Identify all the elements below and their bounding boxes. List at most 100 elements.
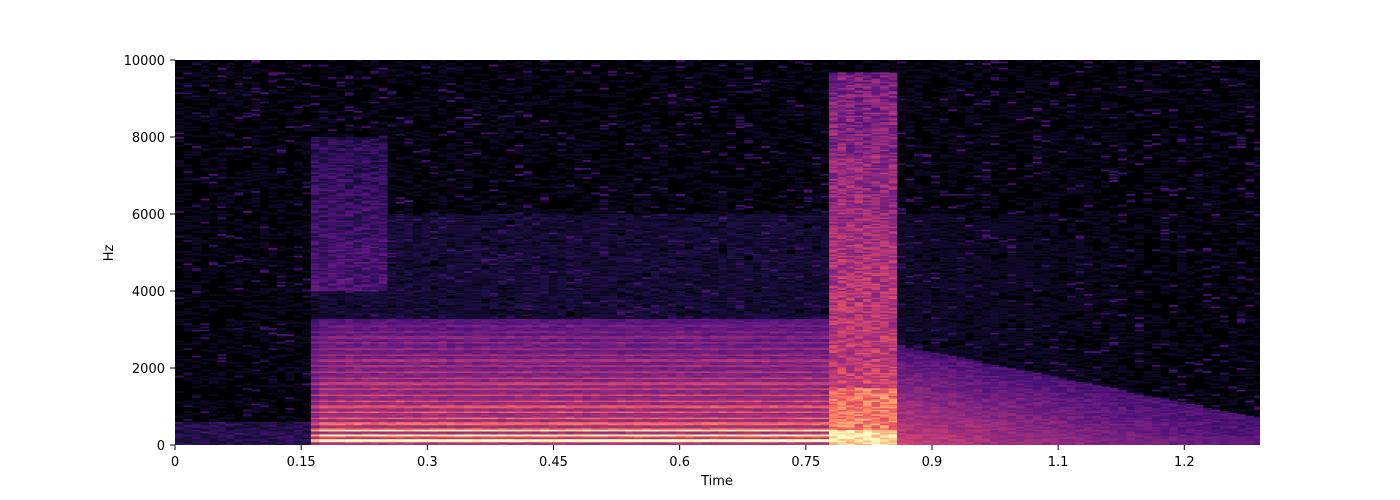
spectrogram-cell bbox=[327, 331, 337, 333]
spectrogram-cell bbox=[310, 129, 320, 132]
spectrogram-cell bbox=[344, 421, 354, 424]
spectrogram-cell bbox=[251, 351, 261, 353]
spectrogram-cell bbox=[183, 435, 193, 438]
spectrogram-cell bbox=[200, 240, 210, 243]
spectrogram-cell bbox=[225, 287, 235, 290]
spectrogram-cell bbox=[175, 163, 184, 166]
spectrogram-cell bbox=[438, 121, 448, 124]
spectrogram-cell bbox=[175, 369, 184, 372]
spectrogram-cell bbox=[370, 346, 380, 349]
spectrogram-cell bbox=[183, 115, 193, 118]
spectrogram-cell bbox=[208, 157, 218, 159]
spectrogram-cell bbox=[370, 300, 380, 303]
spectrogram-cell bbox=[234, 220, 244, 222]
spectrogram-cell bbox=[191, 434, 201, 437]
spectrogram-cell bbox=[175, 223, 184, 226]
spectrogram-cell bbox=[361, 115, 371, 118]
spectrogram-cell bbox=[175, 429, 184, 432]
spectrogram-cell bbox=[336, 140, 346, 142]
spectrogram-cell bbox=[353, 318, 363, 321]
spectrogram-cell bbox=[327, 421, 337, 424]
spectrogram-cell bbox=[361, 403, 371, 406]
spectrogram-cell bbox=[268, 421, 278, 424]
spectrogram-cell bbox=[353, 107, 363, 110]
spectrogram-cell bbox=[327, 358, 337, 361]
spectrogram-cell bbox=[183, 257, 193, 259]
spectrogram-cell bbox=[259, 218, 269, 221]
spectrogram-cell bbox=[361, 201, 371, 204]
spectrogram-cell bbox=[268, 332, 278, 335]
spectrogram-cell bbox=[251, 411, 261, 413]
spectrogram-cell bbox=[319, 388, 329, 390]
spectrogram-cell bbox=[208, 343, 218, 346]
spectrogram-cell bbox=[251, 323, 261, 326]
spectrogram-cell bbox=[183, 377, 193, 380]
spectrogram-cell bbox=[327, 280, 337, 283]
spectrogram-cell bbox=[183, 70, 193, 73]
spectrogram-cell bbox=[319, 141, 329, 144]
spectrogram-cell bbox=[353, 287, 363, 290]
spectrogram-cell bbox=[293, 164, 303, 167]
spectrogram-cell bbox=[336, 240, 346, 243]
spectrogram-cell bbox=[225, 320, 235, 323]
spectrogram-cell bbox=[310, 150, 320, 153]
spectrogram-cell bbox=[183, 418, 193, 421]
spectrogram-cell bbox=[242, 303, 252, 306]
spectrogram-cell bbox=[208, 203, 218, 206]
spectrogram-cell bbox=[438, 89, 448, 92]
spectrogram-cell bbox=[370, 408, 380, 410]
spectrogram-cell bbox=[370, 247, 380, 250]
spectrogram-cell bbox=[191, 281, 201, 284]
spectrogram-cell bbox=[361, 221, 371, 224]
spectrogram-cell bbox=[208, 269, 218, 272]
spectrogram-cell bbox=[370, 197, 380, 199]
spectrogram-cell bbox=[208, 272, 218, 275]
spectrogram-cell bbox=[378, 351, 388, 353]
spectrogram-cell bbox=[234, 341, 244, 344]
spectrogram-cell bbox=[242, 274, 252, 276]
spectrogram-cell bbox=[361, 297, 371, 299]
spectrogram-cell bbox=[268, 204, 278, 207]
spectrogram-cell bbox=[395, 274, 405, 276]
spectrogram-cell bbox=[225, 432, 235, 435]
spectrogram-cell bbox=[200, 421, 210, 424]
spectrogram-cell bbox=[225, 269, 235, 272]
spectrogram-cell bbox=[310, 204, 320, 207]
spectrogram-cell bbox=[310, 415, 320, 418]
spectrogram-cell bbox=[251, 423, 261, 426]
spectrogram-cell bbox=[344, 180, 354, 182]
spectrogram-cell bbox=[421, 255, 431, 258]
spectrogram-cell bbox=[293, 249, 303, 252]
spectrogram-cell bbox=[251, 334, 261, 336]
spectrogram-cell bbox=[336, 418, 346, 421]
spectrogram-cell bbox=[344, 321, 354, 324]
spectrogram-cell bbox=[336, 195, 346, 198]
spectrogram-cell bbox=[327, 317, 337, 320]
spectrogram-cell bbox=[344, 335, 354, 338]
spectrogram-cell bbox=[183, 372, 193, 375]
spectrogram-cell bbox=[344, 331, 354, 333]
spectrogram-cell bbox=[242, 412, 252, 415]
spectrogram-cell bbox=[319, 284, 329, 287]
spectrogram-cell bbox=[344, 432, 354, 435]
spectrogram-cell bbox=[327, 351, 337, 353]
spectrogram-cell bbox=[353, 391, 363, 393]
spectrogram-cell bbox=[208, 237, 218, 239]
spectrogram-cell bbox=[344, 327, 354, 330]
spectrogram-cell bbox=[336, 212, 346, 215]
spectrogram-cell bbox=[344, 198, 354, 201]
spectrogram-cell bbox=[293, 315, 303, 318]
spectrogram-cell bbox=[327, 383, 337, 386]
spectrogram-cell bbox=[200, 326, 210, 329]
spectrogram-cell bbox=[370, 229, 380, 232]
spectrogram-cell bbox=[370, 355, 380, 358]
spectrogram-cell bbox=[336, 66, 346, 68]
spectrogram-cell bbox=[310, 266, 320, 269]
spectrogram-cell bbox=[361, 184, 371, 187]
spectrogram-cell bbox=[208, 432, 218, 435]
spectrogram-cell bbox=[225, 112, 235, 115]
spectrogram-cell bbox=[285, 420, 295, 423]
spectrogram-cell bbox=[378, 428, 388, 430]
spectrogram-cell bbox=[234, 351, 244, 353]
spectrogram-cell bbox=[293, 126, 303, 129]
